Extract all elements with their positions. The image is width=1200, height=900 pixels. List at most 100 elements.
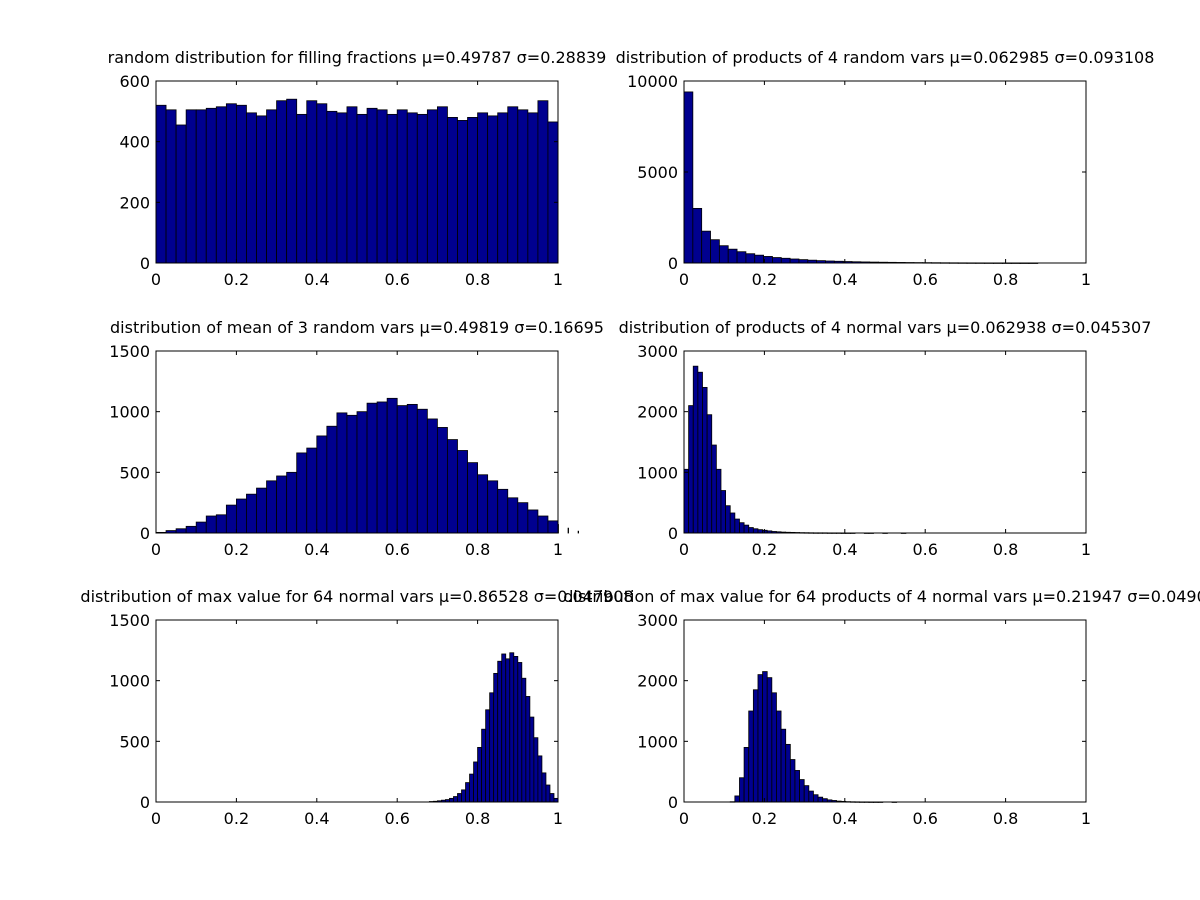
x-tick-label: 0.6: [912, 809, 937, 828]
histogram-bar: [729, 512, 736, 534]
histogram-bar: [215, 514, 227, 534]
histogram-bar: [396, 109, 408, 264]
x-tick-label: 0.4: [304, 540, 329, 559]
histogram-bar: [517, 662, 523, 803]
histogram-bar: [469, 773, 474, 803]
histogram-bar: [710, 239, 720, 264]
histogram-bar: [702, 386, 708, 534]
histogram-bar: [457, 120, 468, 264]
histogram-bar: [296, 113, 308, 264]
histogram-bar: [235, 104, 247, 264]
histogram-bar: [436, 106, 448, 264]
histogram-bar: [803, 785, 810, 803]
y-tick-label: 10000: [627, 72, 678, 91]
histogram-bar: [246, 493, 257, 534]
histogram-bar: [256, 115, 267, 264]
x-tick-label: 0.4: [832, 540, 857, 559]
histogram-bar: [246, 112, 257, 264]
axes-frame: [155, 619, 559, 803]
histogram-bar: [165, 109, 177, 264]
y-tick-label: 1000: [637, 463, 678, 482]
histogram-bar: [766, 677, 773, 803]
histogram-bar: [185, 525, 197, 534]
histogram-bars: [155, 397, 579, 534]
histogram-bar: [346, 414, 358, 534]
histogram-bar: [406, 112, 418, 264]
histogram-bar: [789, 258, 800, 264]
histogram-bar: [477, 747, 483, 803]
histogram-bar: [734, 518, 740, 534]
histogram-bar: [225, 103, 237, 264]
histogram-bar: [225, 504, 237, 534]
histogram-bar: [465, 782, 470, 803]
subplot-title: random distribution for filling fraction…: [108, 48, 607, 67]
histogram-bar: [447, 117, 458, 264]
x-tick-label: 0: [679, 540, 689, 559]
histogram-bar: [701, 230, 711, 264]
histogram-bar: [683, 91, 694, 264]
histogram-bar: [507, 106, 519, 264]
y-tick-label: 3000: [637, 611, 678, 630]
subplot-title: distribution of products of 4 normal var…: [619, 318, 1152, 337]
histogram-bar: [711, 444, 717, 534]
histogram-bar: [376, 109, 388, 264]
histogram-bar: [505, 658, 511, 803]
histogram-bar: [326, 110, 338, 264]
subplot-title: distribution of max value for 64 normal …: [80, 587, 633, 606]
histogram-bar: [798, 259, 809, 264]
x-tick-label: 1: [1081, 809, 1091, 828]
histogram-bar: [487, 115, 499, 264]
x-tick-label: 0: [151, 809, 161, 828]
histogram-bar: [817, 796, 824, 803]
histogram-bar: [549, 793, 555, 803]
histogram-bar: [346, 106, 358, 264]
y-tick-label: 3000: [637, 342, 678, 361]
histogram-bar: [683, 468, 690, 534]
histogram-bar: [692, 207, 703, 264]
x-tick-label: 0.8: [993, 270, 1018, 289]
histogram-bar: [286, 471, 298, 534]
histogram-bar: [175, 528, 187, 534]
axes-frame: [683, 350, 1087, 534]
histogram-bar: [215, 106, 227, 264]
histogram-bar: [697, 371, 703, 534]
x-tick-label: 0.6: [384, 809, 409, 828]
histogram-bar: [794, 770, 800, 803]
histogram-bar: [286, 98, 298, 264]
x-tick-label: 0.2: [752, 809, 777, 828]
histogram-bar: [256, 487, 267, 534]
histogram-bar: [525, 696, 531, 803]
x-tick-label: 1: [1081, 270, 1091, 289]
histogram-bar: [718, 245, 729, 264]
y-tick-label: 0: [140, 254, 150, 273]
y-tick-label: 0: [668, 793, 678, 812]
histogram-bar: [521, 677, 527, 803]
histogram-bar: [739, 522, 745, 534]
histogram-bar: [356, 411, 368, 534]
histogram-bar: [461, 789, 466, 803]
histogram-bar: [785, 743, 791, 803]
y-tick-label: 600: [119, 72, 150, 91]
y-tick-label: 2000: [637, 403, 678, 422]
x-tick-label: 1: [553, 809, 563, 828]
histogram-bar: [457, 793, 462, 803]
y-tick-label: 1500: [109, 342, 150, 361]
histogram-bar: [326, 425, 338, 534]
x-tick-label: 0.8: [993, 540, 1018, 559]
histogram-bar: [513, 656, 519, 803]
histogram-bar: [537, 515, 549, 534]
subplot-5: 0 0.2 0.4 0.6 0.8 1 0 500 1000 1500 distribution o…: [80, 587, 633, 828]
y-tick-label: 400: [119, 133, 150, 152]
histogram-bar: [306, 447, 318, 534]
histogram-bar: [376, 401, 388, 534]
x-tick-label: 1: [553, 540, 563, 559]
histogram-bar: [688, 405, 694, 534]
histogram-bar: [406, 403, 418, 534]
y-tick-label: 1000: [637, 732, 678, 751]
histogram-bar: [745, 253, 756, 264]
x-tick-label: 0.2: [224, 809, 249, 828]
x-tick-label: 0.4: [304, 809, 329, 828]
histogram-bar: [547, 121, 559, 264]
histogram-bar: [477, 112, 489, 264]
